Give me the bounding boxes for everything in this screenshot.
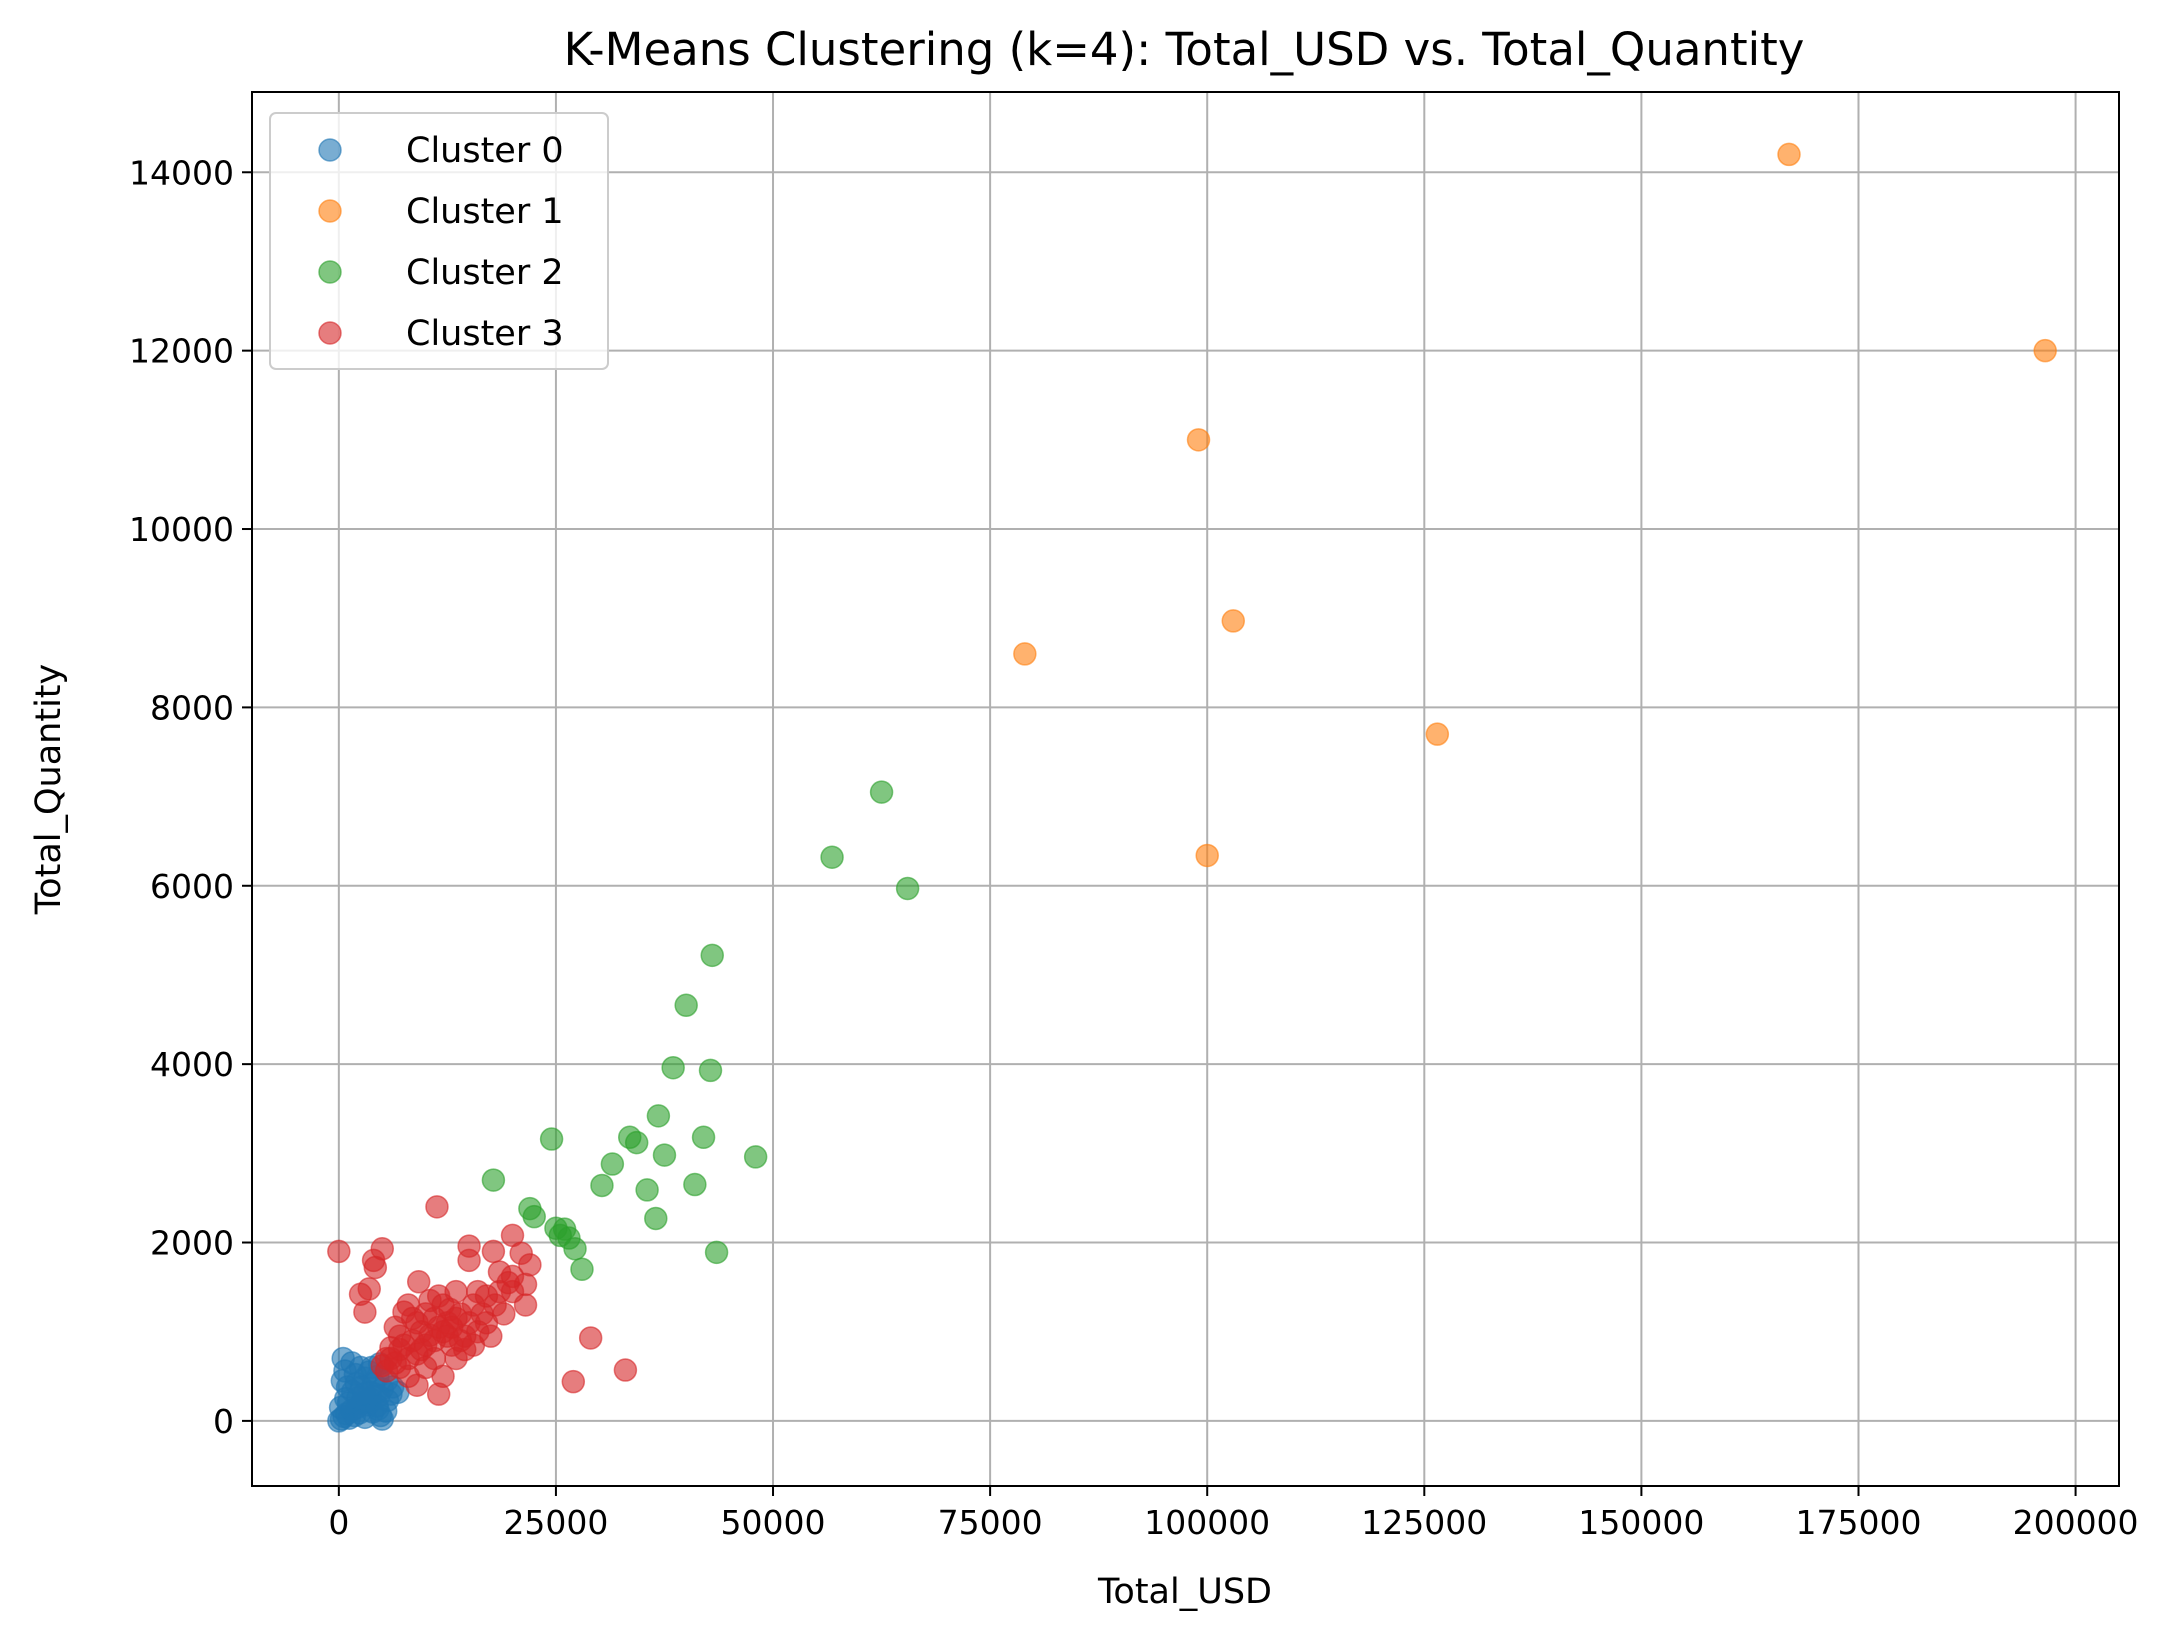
data-point <box>425 1195 449 1219</box>
data-point <box>700 943 724 968</box>
data-point <box>461 1333 486 1357</box>
data-point <box>646 1104 671 1128</box>
y-tick-label: 4000 <box>150 1045 234 1084</box>
y-tick-label: 6000 <box>150 867 234 906</box>
x-tick-label: 50000 <box>721 1503 826 1542</box>
x-tick-label: 175000 <box>1795 1503 1921 1542</box>
legend-label: Cluster 0 <box>406 131 564 171</box>
data-point <box>496 1270 520 1295</box>
data-point <box>1186 428 1211 452</box>
legend: Cluster 0 Cluster 1 Cluster 2 Cluster 3 <box>269 112 609 370</box>
data-point <box>2033 338 2057 363</box>
x-axis-ticks: 0 25000 50000 75000 100000 125000 150000 175000… <box>328 1486 2139 1542</box>
x-tick-label: 150000 <box>1578 1503 1704 1542</box>
legend-label: Cluster 2 <box>406 253 564 293</box>
data-point <box>644 1206 668 1231</box>
data-point <box>600 1152 625 1176</box>
series-cluster-2 <box>481 780 920 1282</box>
y-tick-label: 2000 <box>150 1224 234 1263</box>
data-point <box>327 1239 351 1264</box>
data-point <box>539 1127 564 1151</box>
data-point <box>481 1239 506 1264</box>
x-axis-label: Total_USD <box>1097 1572 1272 1612</box>
y-axis-label: Total_Quantity <box>29 664 69 916</box>
series-cluster-0 <box>327 1346 410 1433</box>
data-point <box>474 1284 499 1308</box>
y-tick-label: 12000 <box>129 332 234 371</box>
data-point <box>869 780 894 804</box>
x-tick-label: 0 <box>328 1503 349 1542</box>
x-tick-label: 125000 <box>1361 1503 1487 1542</box>
data-point <box>438 1297 462 1322</box>
data-points <box>327 142 2057 1433</box>
legend-marker <box>318 260 342 284</box>
series-cluster-3 <box>327 1195 638 1406</box>
legend-item-cluster-3: Cluster 3 <box>318 314 564 354</box>
data-point <box>400 1306 425 1331</box>
plot-frame <box>251 91 2120 1487</box>
data-point <box>895 876 920 901</box>
y-tick-label: 14000 <box>129 153 234 192</box>
data-point <box>743 1145 768 1169</box>
data-point <box>683 1172 707 1197</box>
data-point <box>563 1237 587 1261</box>
data-point <box>1221 609 1246 633</box>
y-tick-label: 8000 <box>150 688 234 727</box>
legend-box <box>269 112 609 370</box>
data-point <box>635 1178 659 1202</box>
data-point <box>1013 642 1037 666</box>
data-point <box>624 1130 649 1155</box>
legend-item-cluster-2: Cluster 2 <box>318 253 564 293</box>
legend-label: Cluster 3 <box>406 314 564 354</box>
data-point <box>481 1168 506 1192</box>
data-point <box>674 993 698 1018</box>
data-point <box>820 845 844 869</box>
data-point <box>691 1125 716 1150</box>
legend-item-cluster-0: Cluster 0 <box>318 131 564 171</box>
data-point <box>522 1204 546 1229</box>
data-point <box>1425 722 1450 746</box>
data-point <box>374 1359 399 1383</box>
data-point <box>373 1399 398 1423</box>
data-point <box>570 1257 594 1282</box>
data-point <box>406 1270 431 1294</box>
data-point <box>698 1058 723 1083</box>
data-point <box>578 1326 603 1350</box>
data-point <box>661 1055 685 1080</box>
data-point <box>704 1240 729 1265</box>
legend-marker <box>318 199 342 223</box>
y-tick-label: 0 <box>213 1402 234 1441</box>
data-point <box>492 1302 516 1326</box>
data-point <box>352 1382 376 1406</box>
legend-marker <box>318 138 342 162</box>
data-point <box>426 1382 451 1406</box>
data-point <box>652 1143 677 1167</box>
y-axis-ticks: 0 2000 4000 6000 8000 10000 12000 14000 <box>129 153 252 1441</box>
x-tick-label: 200000 <box>2013 1503 2139 1542</box>
x-tick-label: 100000 <box>1144 1503 1270 1542</box>
data-point <box>1777 142 1801 167</box>
data-point <box>561 1369 586 1394</box>
data-point <box>348 1282 373 1306</box>
legend-item-cluster-1: Cluster 1 <box>318 192 564 232</box>
chart-title: K-Means Clustering (k=4): Total_USD vs. … <box>564 23 1805 76</box>
legend-label: Cluster 1 <box>406 192 564 232</box>
legend-marker <box>318 321 342 345</box>
data-point <box>457 1248 481 1273</box>
x-tick-label: 25000 <box>503 1503 608 1542</box>
x-tick-label: 75000 <box>938 1503 1043 1542</box>
y-tick-label: 10000 <box>129 510 234 549</box>
data-point <box>1195 843 1219 868</box>
data-point <box>590 1173 614 1198</box>
series-cluster-1 <box>1013 142 2057 868</box>
data-point <box>613 1358 638 1382</box>
data-point <box>361 1248 386 1273</box>
